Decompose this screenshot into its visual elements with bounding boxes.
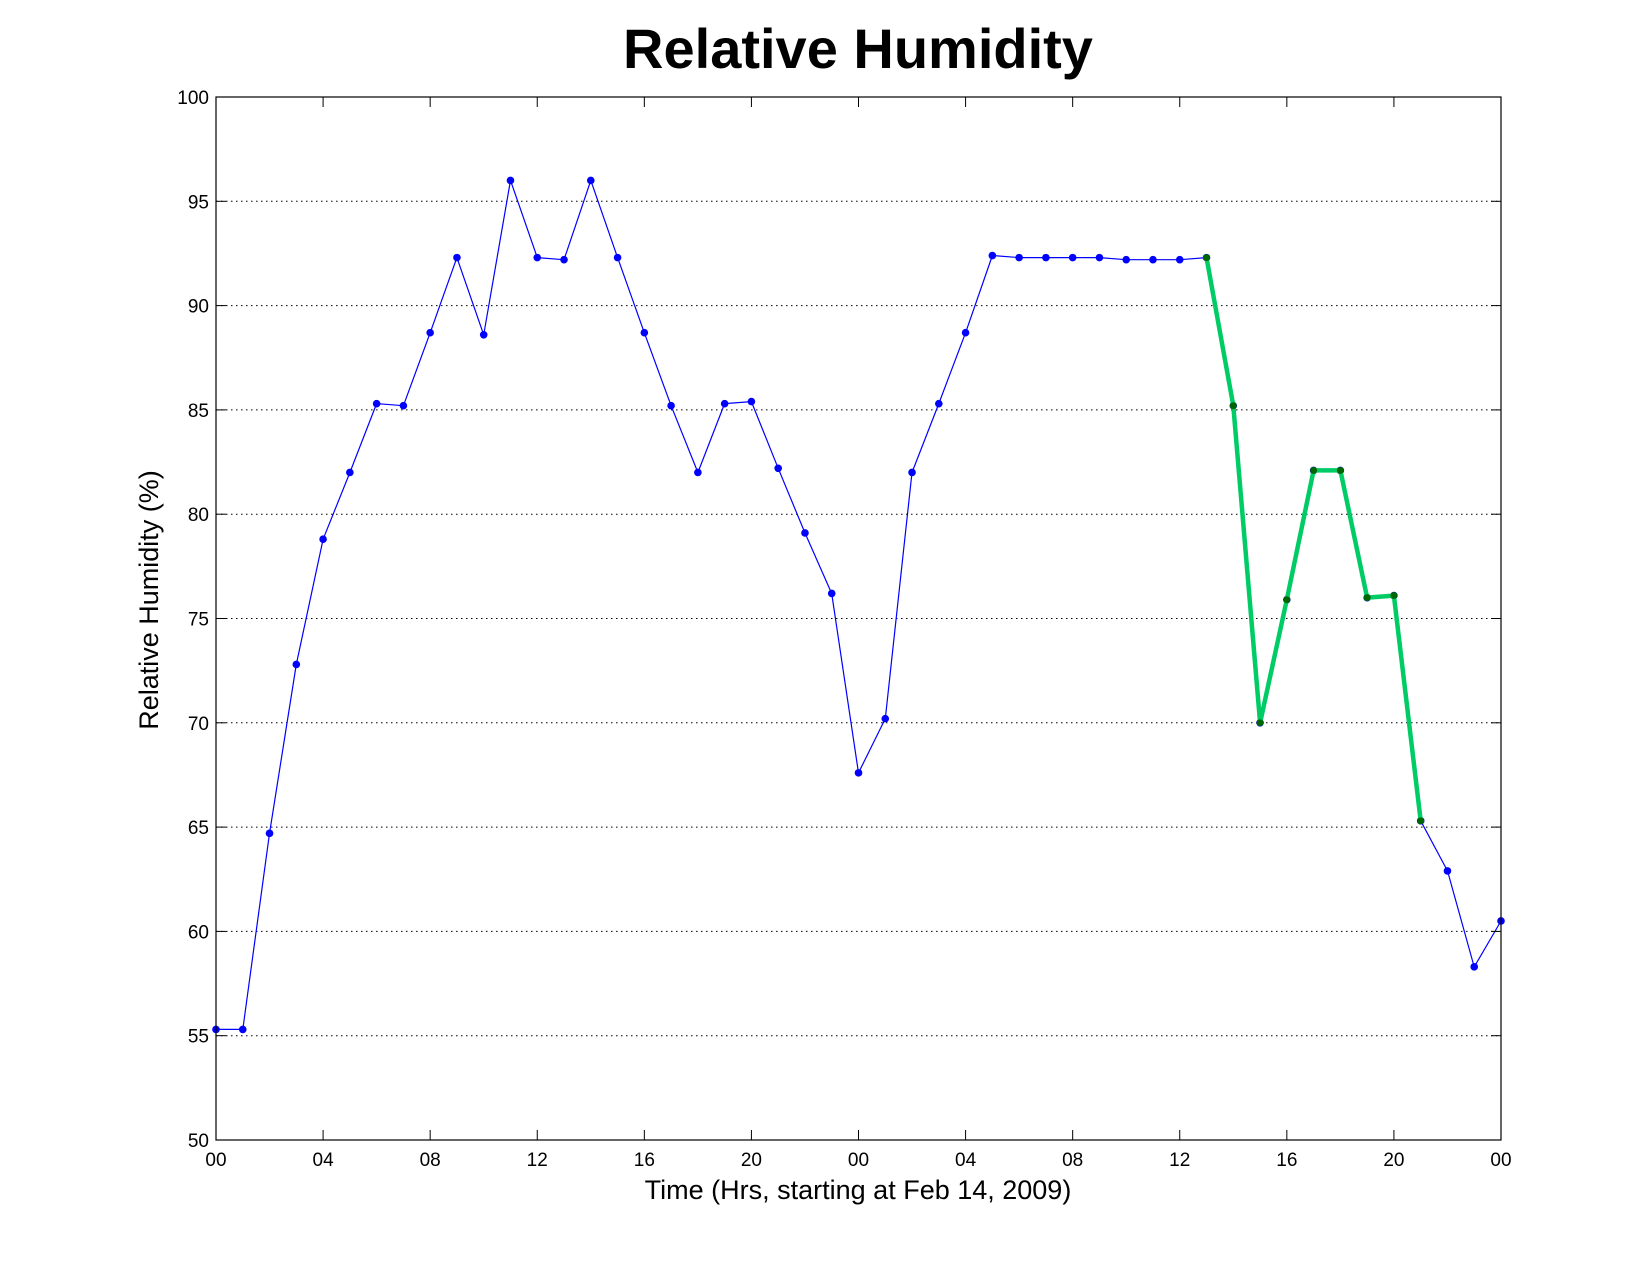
highlight-point (1363, 594, 1371, 602)
data-point (801, 529, 809, 537)
data-point (238, 1025, 247, 1034)
x-tick-label: 04 (955, 1150, 977, 1171)
highlight-point (1229, 402, 1237, 410)
data-point (1042, 253, 1050, 262)
highlight-point (1417, 817, 1425, 825)
y-axis-label: Relative Humidity (%) (134, 470, 164, 730)
x-tick-label: 04 (313, 1150, 335, 1171)
data-point (1175, 255, 1184, 264)
y-tick-label: 50 (188, 1131, 209, 1152)
data-point (1068, 253, 1077, 262)
plot-area-frame (215, 96, 1502, 1141)
data-point (827, 589, 836, 598)
data-point (292, 660, 301, 669)
data-point (1122, 255, 1131, 264)
y-tick-label: 70 (188, 714, 209, 735)
data-point (854, 769, 863, 777)
y-tick-label: 55 (188, 1027, 209, 1048)
data-point (774, 464, 782, 473)
data-point (319, 535, 327, 544)
highlight-point (1283, 596, 1291, 604)
y-tick-label: 90 (188, 297, 209, 318)
data-point (372, 399, 381, 408)
data-point (935, 399, 943, 408)
data-point (586, 176, 595, 185)
highlight-point (1390, 592, 1398, 600)
data-point (747, 397, 756, 406)
highlight-point (1256, 719, 1264, 727)
x-tick-label: 00 (848, 1150, 869, 1171)
series-layer (212, 176, 1505, 1034)
y-tick-label: 85 (188, 401, 209, 422)
data-point (479, 331, 488, 339)
data-point (1149, 255, 1157, 264)
x-tick-label: 16 (634, 1150, 655, 1171)
x-axis-label: Time (Hrs, starting at Feb 14, 2009) (645, 1175, 1072, 1205)
data-point (613, 253, 622, 262)
data-point (720, 399, 729, 408)
data-point (961, 328, 970, 337)
x-tick-label: 20 (1383, 1150, 1404, 1171)
data-point (1443, 867, 1452, 875)
y-tick-label: 95 (188, 192, 209, 213)
highlight-point (1336, 466, 1344, 474)
axis-ticks: 50 55 60 65 70 75 80 85 90 95 100 00 04 08 12 16 20 00 04 0… (177, 88, 1511, 1171)
data-point (1015, 253, 1023, 262)
humidity-series-line (216, 179, 1502, 1031)
x-tick-label: 08 (1062, 1150, 1083, 1171)
y-tick-label: 75 (188, 610, 209, 631)
data-point (265, 829, 274, 838)
x-tick-label: 12 (527, 1150, 548, 1171)
y-tick-label: 80 (188, 505, 209, 526)
highlight-point (1310, 466, 1318, 474)
data-point (694, 468, 702, 477)
data-point (453, 253, 461, 262)
data-point (881, 714, 890, 723)
data-point (908, 468, 916, 477)
x-tick-label: 12 (1169, 1150, 1190, 1171)
y-tick-label: 100 (177, 88, 209, 109)
highlight-point (1203, 254, 1211, 262)
highlight-series-line (1204, 257, 1423, 822)
gridlines (216, 200, 1501, 1037)
data-point (667, 401, 675, 410)
x-tick-label: 20 (741, 1150, 762, 1171)
data-point (506, 176, 515, 185)
data-point (533, 253, 542, 262)
data-point (560, 255, 568, 264)
data-point (1470, 963, 1479, 971)
data-point (640, 328, 649, 337)
data-point (399, 401, 408, 410)
data-point (426, 328, 434, 337)
data-point (346, 468, 354, 477)
x-tick-label: 00 (205, 1150, 226, 1171)
x-tick-label: 08 (420, 1150, 441, 1171)
x-tick-label: 00 (1490, 1150, 1511, 1171)
y-tick-label: 65 (188, 818, 209, 839)
chart-title: Relative Humidity (623, 17, 1093, 80)
x-tick-label: 16 (1276, 1150, 1297, 1171)
data-point (1095, 253, 1104, 262)
y-tick-label: 60 (188, 922, 209, 943)
data-point (988, 251, 997, 260)
